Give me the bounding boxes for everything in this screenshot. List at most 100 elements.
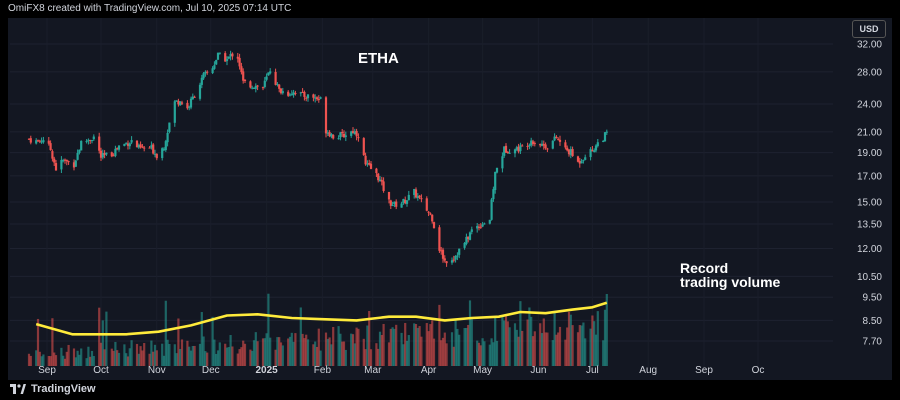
- volume-bar: [533, 331, 536, 366]
- volume-bar: [306, 339, 310, 366]
- volume-bar: [211, 316, 214, 366]
- candle-body: [602, 140, 605, 142]
- volume-bar: [438, 304, 441, 366]
- candle-body: [281, 91, 284, 94]
- candle-body: [366, 163, 369, 165]
- volume-bar: [125, 353, 128, 366]
- volume-bar: [103, 349, 106, 366]
- volume-bar: [49, 356, 52, 366]
- volume-bar: [553, 312, 556, 366]
- volume-bar: [454, 320, 457, 366]
- volume-bar: [591, 315, 594, 366]
- volume-bar: [279, 342, 283, 366]
- x-axis: Sep Oct Nov Dec 2025 Feb Mar Apr May Jun Jul Aug Sep…: [38, 365, 764, 376]
- volume-bar: [168, 344, 171, 366]
- volume-bar: [92, 356, 95, 366]
- candle-body: [402, 199, 405, 203]
- volume-bar: [339, 333, 342, 366]
- footer-brand[interactable]: TradingView: [10, 383, 96, 395]
- candle-body: [175, 100, 178, 102]
- candle-body: [141, 146, 144, 148]
- tradingview-logo-icon: [10, 384, 26, 394]
- candle-body: [105, 152, 108, 155]
- candle-body: [443, 258, 446, 261]
- candle-body: [117, 145, 121, 150]
- candle-body: [301, 91, 304, 93]
- candle-body: [605, 131, 608, 133]
- volume-bar: [251, 350, 254, 366]
- volume-bar: [521, 330, 524, 366]
- volume-bar: [351, 334, 355, 366]
- candle-body: [503, 146, 506, 156]
- candle-body: [168, 122, 171, 133]
- candle-body: [551, 140, 554, 149]
- candle-body: [292, 92, 295, 96]
- volume-bar: [99, 342, 103, 366]
- chart-area[interactable]: 32.00 28.00 24.00 21.00 19.00 17.00 15.00 13.50…: [8, 18, 892, 380]
- candle-body: [90, 140, 94, 142]
- volume-bar: [40, 356, 43, 366]
- volume-bar: [126, 356, 130, 366]
- candle-body: [74, 160, 77, 167]
- y-tick-label: 17.00: [857, 171, 882, 182]
- volume-bar: [227, 347, 230, 366]
- candle-body: [513, 149, 517, 154]
- volume-bar: [594, 334, 598, 366]
- volume-bar: [364, 349, 367, 366]
- candle-body: [189, 98, 193, 108]
- candle-body: [483, 223, 486, 225]
- candle-body: [584, 157, 587, 160]
- volume-bar: [240, 347, 243, 366]
- volume-bar: [467, 324, 470, 366]
- candle-body: [263, 80, 266, 87]
- volume-bar: [256, 341, 259, 366]
- volume-bar: [416, 327, 419, 366]
- candle-body: [427, 211, 430, 213]
- volume-bar: [173, 344, 176, 366]
- volume-bar: [470, 319, 473, 366]
- volume-bar: [62, 355, 65, 366]
- candle-body: [368, 163, 371, 165]
- volume-bar: [299, 307, 302, 366]
- candle-body: [495, 167, 499, 173]
- volume-bar: [276, 337, 279, 366]
- candle-body: [468, 232, 472, 240]
- volume-bar: [114, 341, 117, 366]
- candle-body: [114, 148, 117, 156]
- candle-body: [92, 136, 95, 140]
- volume-bar: [315, 346, 319, 366]
- volume-bar: [578, 325, 581, 366]
- volume-bar: [47, 356, 50, 366]
- volume-bar: [186, 340, 189, 366]
- y-tick-label: 15.00: [857, 197, 882, 208]
- volume-bar: [87, 346, 90, 366]
- candle-body: [116, 148, 119, 150]
- volume-bar: [180, 339, 184, 366]
- candle-body: [353, 131, 356, 135]
- candle-body: [279, 88, 283, 94]
- candle-body: [53, 158, 56, 163]
- candle-body: [540, 143, 544, 146]
- volume-bar: [414, 323, 418, 366]
- candle-body: [261, 87, 265, 89]
- volume-bar: [65, 351, 68, 366]
- volume-bar: [490, 338, 493, 366]
- x-tick-label: Nov: [148, 365, 166, 376]
- candle-body: [49, 143, 52, 151]
- candle-body: [481, 224, 484, 227]
- volume-bar: [593, 321, 596, 366]
- volume-bar: [440, 340, 443, 366]
- volume-bar: [175, 353, 178, 366]
- candle-body: [553, 136, 556, 141]
- candle-body: [269, 71, 272, 74]
- currency-badge[interactable]: USD: [852, 20, 886, 38]
- volume-bar: [508, 327, 511, 366]
- candle-body: [492, 189, 495, 200]
- volume-bar: [458, 334, 461, 366]
- candle-body: [593, 150, 596, 152]
- candle-body: [312, 94, 315, 98]
- volume-bar: [603, 309, 607, 366]
- candle-body: [393, 201, 396, 204]
- chart-svg[interactable]: 32.00 28.00 24.00 21.00 19.00 17.00 15.00 13.50…: [8, 18, 892, 380]
- volume-bar: [528, 307, 531, 366]
